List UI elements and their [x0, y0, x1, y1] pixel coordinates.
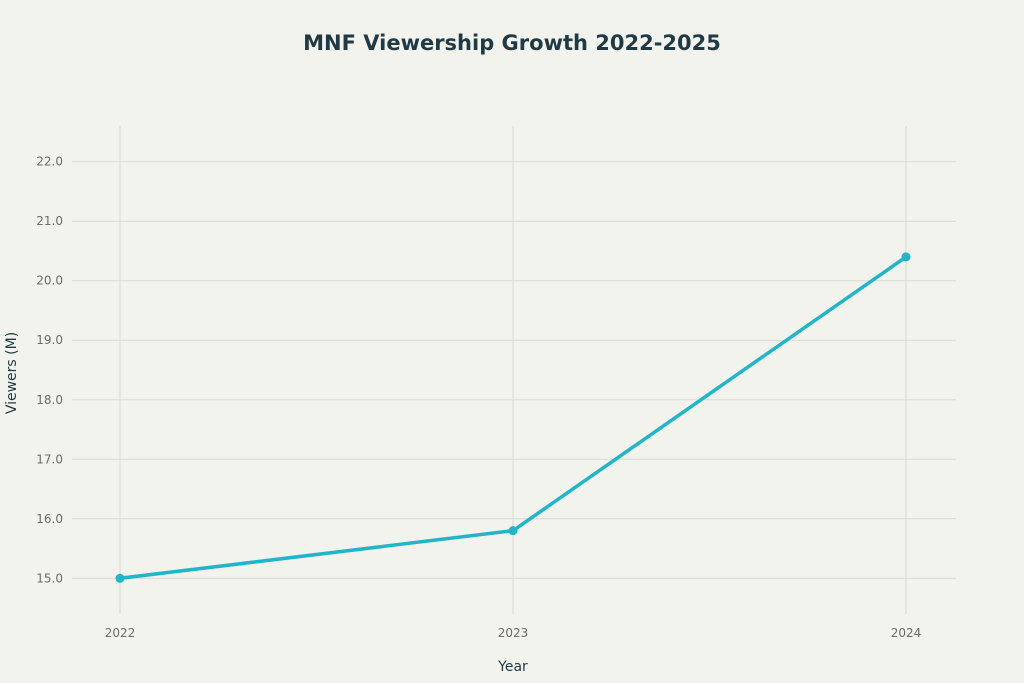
- grid-lines: [72, 126, 956, 614]
- x-tick-label: 2022: [105, 626, 136, 640]
- data-point: [901, 252, 911, 262]
- y-tick-label: 20.0: [36, 274, 63, 288]
- y-tick-label: 18.0: [36, 393, 63, 407]
- y-axis-ticks: 15.0 16.0 17.0 18.0 19.0 20.0 21.0 22.0: [36, 155, 63, 586]
- x-axis-ticks: 2022 2023 2024: [105, 626, 922, 640]
- y-tick-label: 21.0: [36, 214, 63, 228]
- y-tick-label: 16.0: [36, 512, 63, 526]
- chart-title: MNF Viewership Growth 2022-2025: [303, 31, 721, 55]
- y-tick-label: 15.0: [36, 571, 63, 585]
- y-tick-label: 17.0: [36, 452, 63, 466]
- data-point: [115, 573, 125, 583]
- x-tick-label: 2023: [498, 626, 529, 640]
- y-tick-label: 22.0: [36, 155, 63, 169]
- data-point: [508, 526, 518, 536]
- x-axis-label: Year: [497, 659, 528, 675]
- series-group: [115, 252, 911, 583]
- x-tick-label: 2024: [891, 626, 922, 640]
- y-axis-label: Viewers (M): [4, 332, 20, 414]
- y-tick-label: 19.0: [36, 333, 63, 347]
